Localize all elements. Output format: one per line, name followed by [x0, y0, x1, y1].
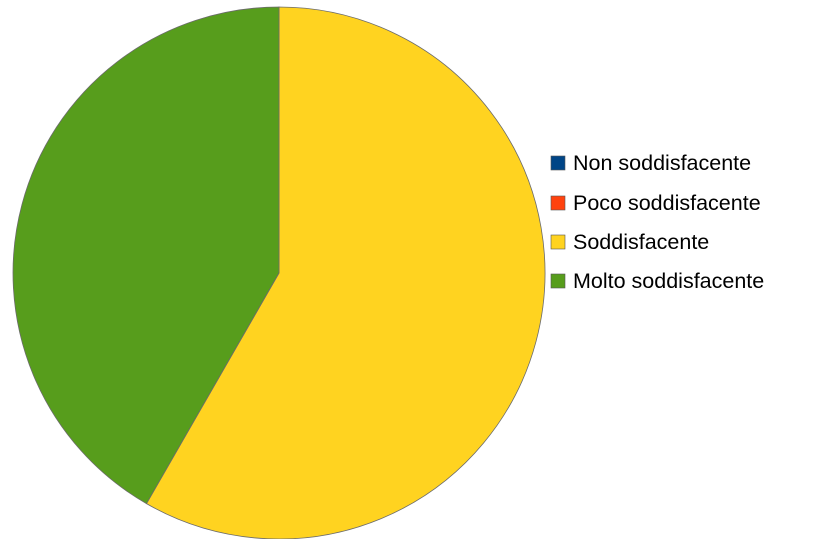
pie-slices — [12, 6, 546, 539]
legend: Non soddisfacente Poco soddisfacente Sod… — [550, 151, 764, 293]
legend-item: Poco soddisfacente — [550, 191, 761, 215]
legend-swatch — [550, 155, 566, 171]
legend-item: Non soddisfacente — [550, 151, 751, 175]
legend-label: Molto soddisfacente — [573, 269, 764, 293]
legend-item: Molto soddisfacente — [550, 269, 764, 293]
legend-swatch — [550, 234, 566, 250]
legend-label: Non soddisfacente — [573, 151, 751, 175]
legend-item: Soddisfacente — [550, 230, 709, 254]
legend-label: Soddisfacente — [573, 230, 709, 254]
pie-slice-molto-soddisfacente — [12, 6, 280, 505]
legend-swatch — [550, 195, 566, 211]
legend-label: Poco soddisfacente — [573, 191, 761, 215]
legend-swatch — [550, 273, 566, 289]
